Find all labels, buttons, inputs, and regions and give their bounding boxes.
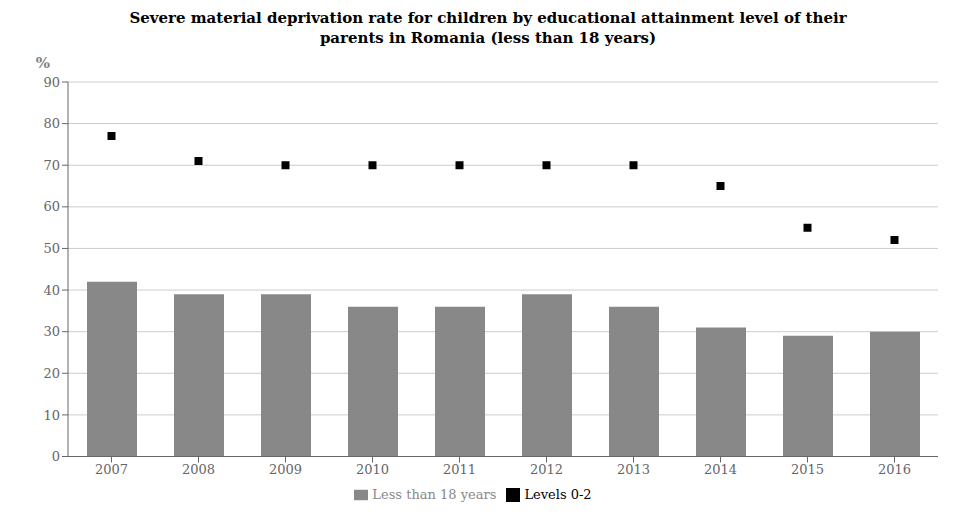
svg-text:90: 90	[43, 75, 60, 90]
svg-text:2016: 2016	[878, 462, 911, 477]
svg-text:80: 80	[43, 116, 60, 131]
svg-text:2010: 2010	[356, 462, 389, 477]
svg-text:2009: 2009	[269, 462, 302, 477]
svg-text:20: 20	[43, 366, 60, 381]
html-text:Severe material deprivation ra: Severe material deprivation rate for chi…	[129, 9, 847, 27]
svg-text:40: 40	[43, 283, 60, 298]
svg-text:60: 60	[43, 199, 60, 214]
svg-text:70: 70	[43, 158, 60, 173]
svg-text:10: 10	[43, 408, 60, 423]
svg-text:2011: 2011	[443, 462, 476, 477]
svg-text:50: 50	[43, 241, 60, 256]
svg-text:2012: 2012	[530, 462, 563, 477]
svg-text:2013: 2013	[617, 462, 650, 477]
svg-text:0: 0	[52, 449, 60, 464]
svg-text:2007: 2007	[95, 462, 128, 477]
html-text:Levels 0-2: Levels 0-2	[524, 486, 592, 502]
svg-text:2014: 2014	[704, 462, 737, 477]
svg-text:2015: 2015	[791, 462, 824, 477]
svg-text:%: %	[36, 54, 50, 72]
html-text:Less than 18 years: Less than 18 years	[372, 486, 497, 502]
svg-text:30: 30	[43, 324, 60, 339]
svg-text:2008: 2008	[182, 462, 215, 477]
html-text:parents in Romania (less than: parents in Romania (less than 18 years)	[319, 29, 657, 47]
